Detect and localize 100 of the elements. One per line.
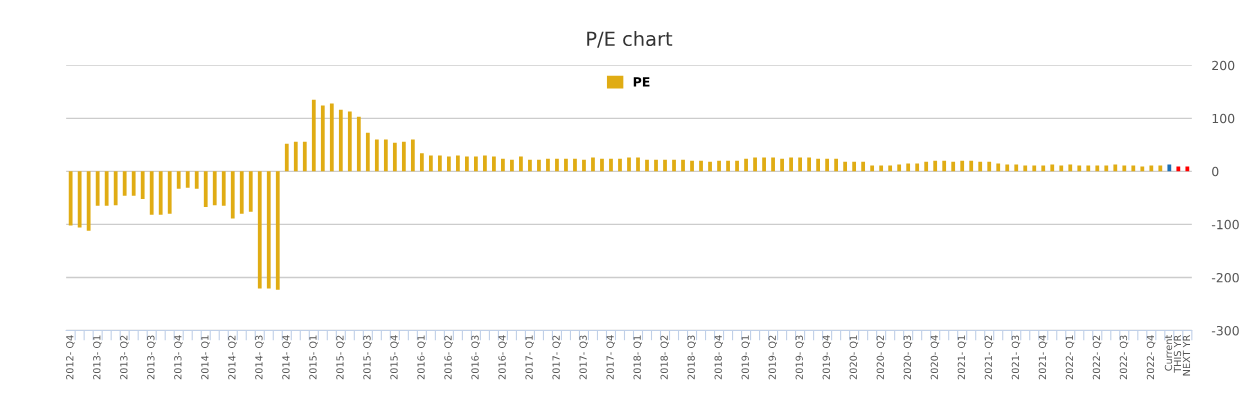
bar [1050,164,1055,172]
bar [771,157,775,172]
bar [1149,165,1154,172]
bar [356,116,361,172]
bar [1068,164,1073,172]
bar [104,171,109,206]
bar [68,171,73,226]
x-tick-label: 2013- Q4 [174,335,183,380]
x-tick-label: 2016- Q3 [471,335,480,380]
chart-title: P/E chart [587,31,673,48]
bar [942,160,947,172]
bar [437,155,442,172]
bar [573,158,577,172]
bar [564,158,568,172]
x-tick-label: 2022- Q3 [1119,335,1129,380]
bar [510,159,514,172]
bar [95,171,100,206]
bar [1077,165,1082,172]
bar [834,158,839,172]
bar [627,157,631,172]
bar [780,158,784,172]
bar [825,158,830,172]
x-tick-label: 2014- Q1 [201,335,210,380]
bar [185,171,190,188]
bar [248,171,253,212]
bar [600,158,604,172]
bar [546,158,550,172]
bar [708,161,712,172]
x-tick-label: 2017- Q1 [525,335,534,380]
bar [347,111,352,172]
bar [996,163,1001,172]
bar [293,141,298,172]
bar [663,159,667,172]
bar [392,142,397,172]
x-tick-label: 2014- Q4 [282,335,291,380]
bar [77,171,82,228]
bar [1122,165,1127,172]
bar [329,103,334,172]
bar [302,141,307,172]
x-tick-label: 2020- Q3 [903,335,913,380]
bar [320,105,325,172]
x-tick-label: 2016- Q4 [498,335,507,380]
bar [131,171,136,196]
bar [969,160,974,172]
bar [492,156,496,172]
bar [618,158,622,172]
x-tick-label: 2021- Q4 [1038,335,1048,380]
x-tick-label: 2018- Q4 [714,335,723,380]
bar [194,171,199,189]
x-tick-label: 2015- Q4 [390,335,399,380]
x-tick-label: 2017- Q3 [579,335,588,380]
bar [257,171,262,289]
bar [915,163,920,172]
bar [284,143,289,172]
bar [401,141,406,172]
bar [374,139,379,172]
x-tick-label: 2012- Q4 [66,335,75,380]
x-tick-label: 2021- Q2 [984,335,994,380]
bar [158,171,163,215]
bar [699,160,703,172]
bar [1158,165,1163,172]
bar [555,158,559,172]
x-tick-label: 2018- Q2 [660,335,669,380]
x-tick-label: 2013- Q2 [120,335,129,380]
bar [951,161,956,172]
x-tick-label: 2020- Q1 [849,335,859,380]
bar [1131,165,1136,172]
bar [1086,165,1091,172]
bar [960,160,965,172]
bar [176,171,181,189]
bar [1095,165,1100,172]
x-tick-label: 2021- Q1 [957,335,967,380]
legend-label: PE [633,77,650,87]
bar [924,161,929,172]
x-tick-label: 2019- Q4 [822,335,832,380]
y-tick-label: -100 [1211,219,1239,230]
y-tick-label: 100 [1212,113,1235,124]
x-tick-label: 2017- Q4 [606,335,615,380]
x-tick-label: 2018- Q1 [633,335,642,380]
bar [221,171,226,206]
y-tick-label: 200 [1212,60,1235,71]
x-tick-label: 2015- Q1 [309,335,318,380]
bar [149,171,154,215]
bar [978,161,983,172]
x-tick-label: NEXT YR [1182,335,1191,376]
bar [1005,164,1010,172]
x-tick-label: 2016- Q1 [417,335,426,380]
bar [906,163,911,172]
bar [167,171,172,214]
bar [1014,164,1019,172]
x-tick-label: 2019- Q1 [741,335,750,380]
x-tick-label: 2015- Q3 [363,335,372,380]
bar [483,155,487,172]
bar [591,157,595,172]
x-tick-label: 2020- Q4 [930,335,940,380]
bar [446,156,451,172]
bar [744,158,748,172]
bar [1041,165,1046,172]
x-tick-label: Current [1164,334,1173,371]
bar [456,155,460,172]
